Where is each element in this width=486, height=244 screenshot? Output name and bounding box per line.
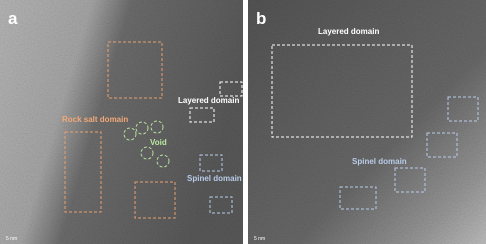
label: Spinel domain xyxy=(352,157,407,166)
label: Void xyxy=(150,138,167,147)
micrograph xyxy=(248,0,486,244)
label: Layered domain xyxy=(178,96,239,105)
label: Layered domain xyxy=(318,27,379,36)
panel-a: a Rock salt domain Void Layered domain S… xyxy=(0,0,243,244)
scale-bar-label: 5 nm xyxy=(254,236,265,242)
scale-bar-label: 5 nm xyxy=(6,236,17,242)
label: Spinel domain xyxy=(187,174,242,183)
figure: a Rock salt domain Void Layered domain S… xyxy=(0,0,486,244)
panel-letter: a xyxy=(8,9,18,28)
panel-letter: b xyxy=(256,9,266,28)
label: Rock salt domain xyxy=(62,115,128,124)
panel-b: b Layered domain Spinel domain 5 nm xyxy=(248,0,486,244)
